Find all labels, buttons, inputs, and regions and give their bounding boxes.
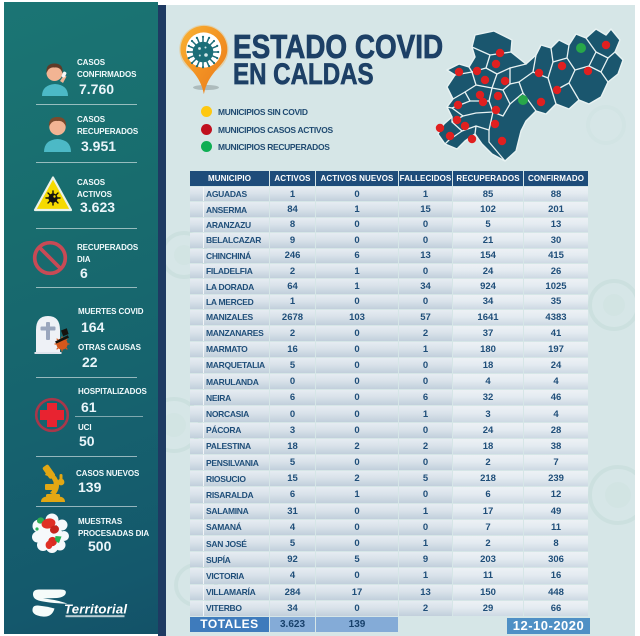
svg-text:Territorial: Territorial	[64, 602, 127, 617]
